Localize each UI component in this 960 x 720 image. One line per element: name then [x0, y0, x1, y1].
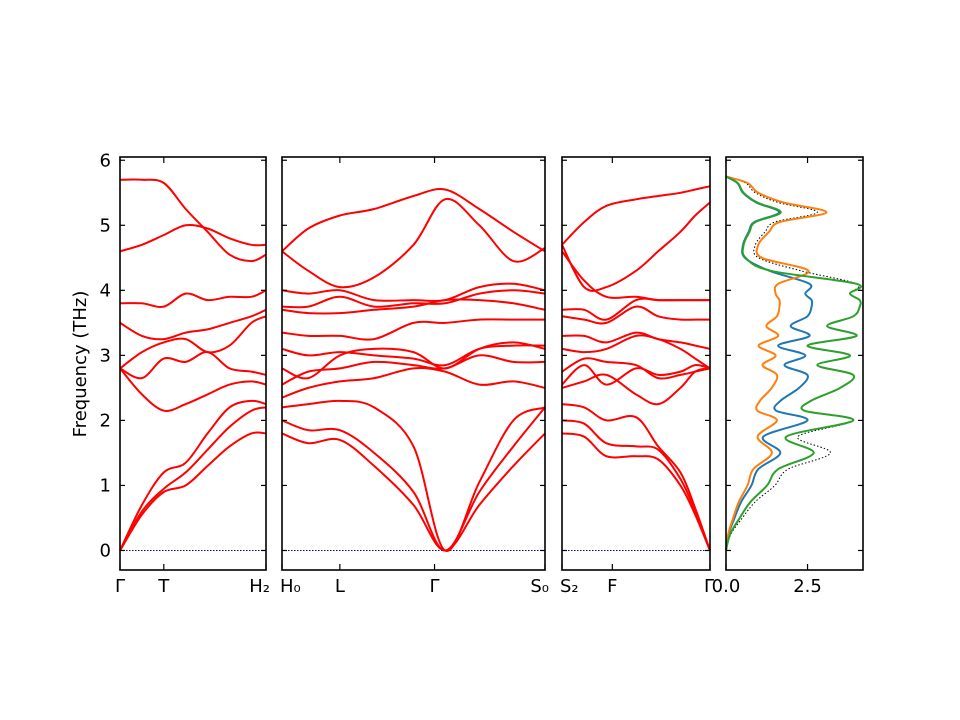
phonon-band-10 — [281, 289, 546, 309]
phonon-band-10 — [119, 178, 267, 263]
y-axis-label: Frequency (THz) — [70, 291, 91, 438]
band-panel-1: Γ T H₂ — [115, 156, 270, 597]
phonon-band-7 — [561, 334, 711, 370]
band-panel-2: H₀ L Γ S₀ — [280, 156, 549, 597]
dos-series-2 — [725, 175, 828, 551]
dos-panel: 0.0 2.5 — [712, 156, 864, 597]
phonon-band-9 — [561, 305, 710, 325]
y-tick-label: 4 — [100, 280, 111, 301]
y-tick-label: 5 — [100, 215, 111, 236]
phonon-band-6 — [281, 341, 546, 380]
band-panel-3: S₂ F Γ — [560, 156, 714, 597]
x-tick-label: H₀ — [280, 576, 301, 597]
y-tick-label: 6 — [100, 150, 111, 171]
y-tick-label: 3 — [100, 345, 111, 366]
x-tick-label: T — [157, 576, 170, 597]
phonon-band-1 — [281, 432, 546, 552]
x-tick-label: F — [607, 576, 617, 597]
x-tick-label: L — [335, 576, 345, 597]
phonon-band-2 — [119, 406, 267, 551]
x-tick-label: Γ — [430, 576, 440, 597]
y-tick-label: 1 — [100, 475, 111, 496]
phonon-band-9 — [281, 298, 546, 315]
phonon-band-7 — [281, 344, 546, 367]
phonon-band-5 — [119, 351, 267, 380]
phonon-band-6 — [561, 357, 711, 380]
phonon-band-12 — [281, 198, 546, 289]
x-tick-label: H₂ — [249, 576, 270, 597]
x-tick-label: Γ — [704, 576, 714, 597]
panel-frame — [561, 156, 711, 571]
dos-x-tick-label: 2.5 — [793, 576, 822, 597]
phonon-band-1 — [119, 431, 267, 552]
phonon-band-10 — [561, 297, 710, 321]
x-tick-label: Γ — [115, 576, 125, 597]
phonon-band-9 — [119, 224, 267, 253]
phonon-band-2 — [561, 419, 711, 551]
phonon-band-11 — [281, 282, 546, 303]
phonon-band-4 — [119, 367, 267, 412]
phonon-band-6 — [119, 315, 267, 370]
dos-frame — [725, 156, 864, 571]
phonon-band-3 — [281, 399, 546, 552]
phonon-band-8 — [281, 318, 545, 341]
phonon-band-5 — [281, 354, 546, 386]
phonon-band-7 — [119, 308, 267, 341]
phonon-band-2 — [281, 406, 546, 552]
x-tick-label: S₀ — [530, 576, 549, 597]
phonon-band-3 — [119, 399, 267, 551]
y-axis: 0 1 2 3 4 5 6 — [100, 150, 111, 561]
phonon-band-13 — [561, 185, 711, 246]
phonon-band-11 — [561, 250, 710, 302]
phonon-band-8 — [119, 289, 267, 308]
phonon-band-12 — [561, 201, 711, 292]
y-tick-label: 0 — [100, 540, 111, 561]
panel-frame — [281, 156, 546, 571]
x-tick-label: S₂ — [560, 576, 579, 597]
phonon-band-3 — [561, 403, 711, 551]
band-panels: Γ T H₂ H₀ L Γ S₀ S₂ F Γ — [115, 156, 714, 597]
dos-series-3 — [725, 175, 862, 551]
phonon-band-13 — [281, 188, 546, 253]
y-tick-label: 2 — [100, 410, 111, 431]
phonon-band-1 — [561, 432, 711, 551]
panel-frame — [119, 156, 267, 571]
dos-x-tick-label: 0.0 — [712, 576, 741, 597]
phonon-band-8 — [561, 331, 711, 350]
phonon-band-4 — [281, 367, 546, 399]
